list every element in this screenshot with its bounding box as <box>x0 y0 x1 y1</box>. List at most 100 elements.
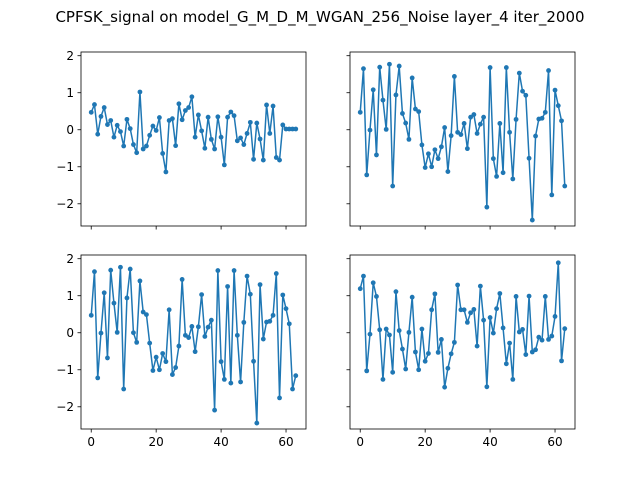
data-point <box>377 64 383 70</box>
data-point <box>422 165 428 170</box>
data-point <box>555 103 561 109</box>
data-point <box>416 367 422 373</box>
data-point <box>497 291 503 296</box>
data-point <box>357 286 363 292</box>
data-point <box>293 126 299 132</box>
data-point <box>390 369 396 375</box>
data-point <box>199 292 205 298</box>
data-point <box>95 375 101 381</box>
data-point <box>254 420 260 426</box>
data-point <box>264 102 269 108</box>
data-point <box>195 324 201 330</box>
data-point <box>176 101 182 107</box>
data-point <box>357 109 363 115</box>
data-point <box>140 146 146 152</box>
data-point <box>516 329 522 335</box>
data-point <box>383 326 389 332</box>
data-point <box>273 155 279 160</box>
data-point <box>542 109 548 115</box>
data-point <box>419 326 425 332</box>
data-point <box>88 109 94 115</box>
data-point <box>134 339 140 345</box>
data-point <box>176 343 182 349</box>
data-point <box>221 162 227 168</box>
data-point <box>166 307 172 313</box>
data-point <box>494 173 499 179</box>
data-point <box>111 300 117 306</box>
data-point <box>92 269 97 275</box>
data-point <box>290 386 295 392</box>
axes-frame <box>80 254 307 430</box>
data-point <box>244 131 250 136</box>
data-point <box>186 335 192 340</box>
data-point <box>507 129 512 135</box>
data-point <box>513 294 519 299</box>
data-point <box>195 112 201 118</box>
data-point <box>205 324 211 330</box>
data-point <box>442 384 448 390</box>
data-point <box>186 105 192 110</box>
data-point <box>127 126 133 132</box>
data-point <box>160 151 166 156</box>
data-point <box>153 354 159 360</box>
data-point <box>474 343 480 349</box>
series-line <box>90 266 297 424</box>
data-point <box>458 132 464 137</box>
data-point <box>510 376 516 382</box>
data-point <box>529 217 535 223</box>
data-point <box>432 147 438 153</box>
data-point <box>111 134 117 140</box>
data-point <box>370 87 376 93</box>
data-point <box>147 340 153 346</box>
data-point <box>225 284 230 289</box>
figure-title: CPFSK_signal on model_G_M_D_M_WGAN_256_N… <box>55 8 584 27</box>
data-point <box>546 68 551 73</box>
data-point <box>144 312 149 317</box>
data-point <box>484 204 490 210</box>
y-tick-label: −2 <box>56 197 74 211</box>
data-point <box>471 112 477 117</box>
data-point <box>280 122 286 128</box>
y-tick-label: −1 <box>56 160 74 174</box>
data-point <box>173 365 179 370</box>
data-point <box>277 395 282 401</box>
data-point <box>516 70 522 76</box>
data-point <box>98 330 104 336</box>
data-point <box>439 337 444 342</box>
data-point <box>267 318 273 324</box>
data-point <box>523 92 529 98</box>
data-point <box>387 332 392 338</box>
data-point <box>426 351 431 356</box>
data-point <box>487 315 493 320</box>
data-point <box>390 183 396 189</box>
data-point <box>409 294 415 300</box>
data-point <box>393 289 399 295</box>
x-tick-label: 60 <box>278 435 293 449</box>
data-point <box>131 330 136 336</box>
data-point <box>157 367 162 373</box>
x-tick-label: 0 <box>87 435 95 449</box>
data-point <box>481 114 486 120</box>
data-point <box>439 144 444 150</box>
data-point <box>510 176 516 182</box>
subplot-bottom-left: 0 20 40 60 −2 −1 0 1 2 <box>56 252 307 449</box>
x-tick-label: 60 <box>547 435 562 449</box>
data-point <box>520 327 525 332</box>
data-point <box>374 294 379 299</box>
data-point <box>435 349 441 355</box>
x-tick-label: 20 <box>418 435 433 449</box>
data-point <box>559 358 564 364</box>
data-point <box>95 131 101 137</box>
data-point <box>429 307 435 313</box>
data-point <box>121 143 127 149</box>
data-point <box>555 260 561 266</box>
data-point <box>234 138 240 144</box>
data-point <box>260 157 266 163</box>
data-point <box>218 134 224 140</box>
data-point <box>140 309 146 315</box>
y-tick-label: −2 <box>56 400 74 414</box>
data-point <box>426 151 431 157</box>
data-point <box>114 329 120 335</box>
data-point <box>134 150 140 156</box>
